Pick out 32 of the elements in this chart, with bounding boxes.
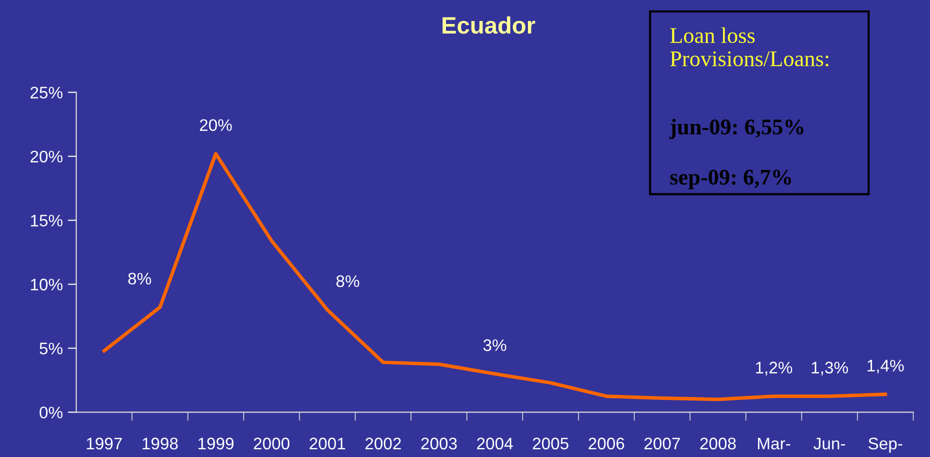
data-label: 20% <box>200 119 232 131</box>
x-tick-label: 1999 <box>198 438 234 450</box>
text: Loan loss Provisions/Loans: <box>670 27 828 66</box>
data-label: 1,3% <box>812 362 848 376</box>
x-tick-label: 1998 <box>142 438 178 450</box>
annotation: sep-09: 6,7% <box>670 170 791 190</box>
data-label: 8% <box>336 275 360 288</box>
y-tick-label: 20% <box>30 150 62 162</box>
x-tick-label: Jun- <box>814 438 846 450</box>
y-tick-label: 10% <box>30 278 62 290</box>
y-tick-label: 15% <box>30 214 62 226</box>
annotation: jun-09: 6,55% <box>669 118 804 139</box>
x-tick-label: 2008 <box>700 438 736 450</box>
data-label: 3% <box>483 339 506 352</box>
y-tick-label: 5% <box>40 342 62 354</box>
x-tick-label: 2002 <box>365 438 401 450</box>
x-tick-label: 2004 <box>477 438 513 450</box>
x-tick-label: 2006 <box>588 438 624 450</box>
x-tick-label: 1997 <box>86 438 122 450</box>
x-tick-label: 2003 <box>421 438 457 450</box>
x-tick-label: 2005 <box>532 438 568 450</box>
data-label: 1,2% <box>756 362 792 376</box>
x-tick-label: Mar- <box>758 438 790 450</box>
x-tick-label: Sep- <box>868 438 902 453</box>
chart-title: Ecuador <box>442 16 536 34</box>
data-label: 1,4% <box>868 360 904 374</box>
x-tick-label: 2001 <box>310 438 346 450</box>
y-tick-label: 25% <box>30 86 62 99</box>
data-label: 8% <box>128 272 152 285</box>
y-tick-label: 0% <box>40 406 62 418</box>
x-tick-label: 2000 <box>254 438 290 450</box>
x-tick-label: 2007 <box>644 438 680 450</box>
